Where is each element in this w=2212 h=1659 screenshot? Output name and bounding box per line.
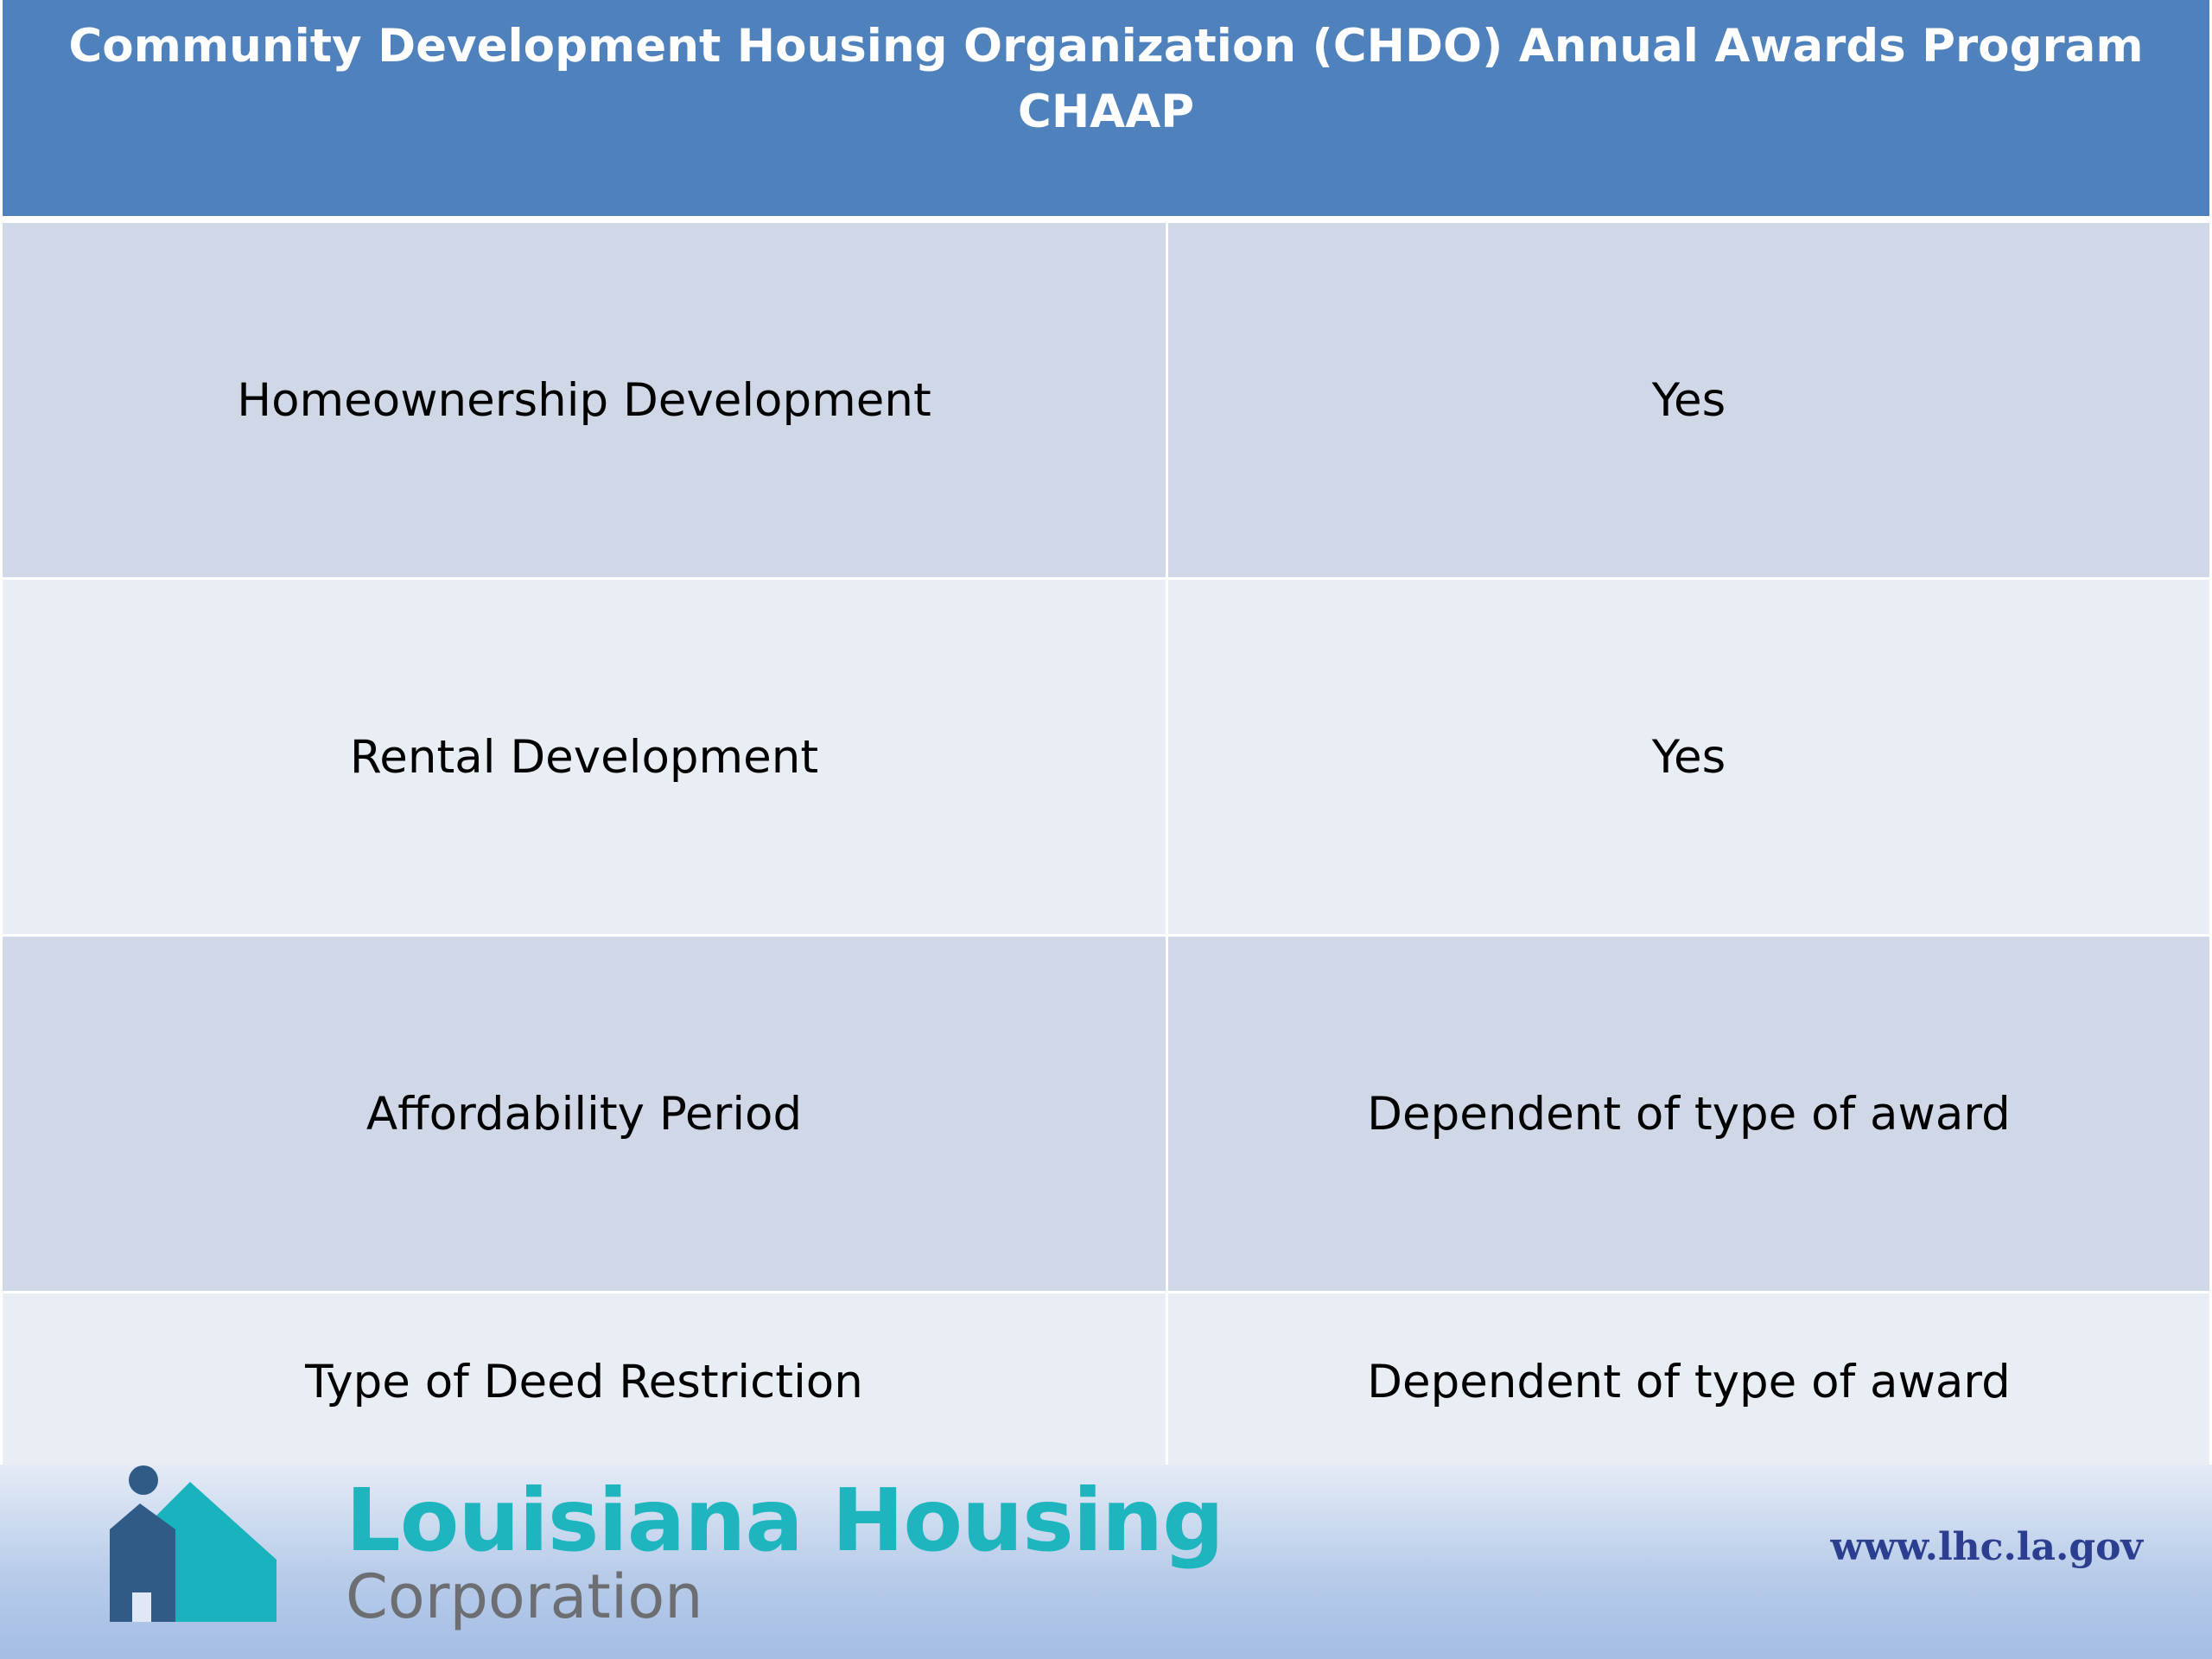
table-row: Affordability Period Dependent of type o… — [3, 937, 2209, 1294]
row-value: Yes — [1168, 580, 2209, 934]
header-banner: Community Development Housing Organizati… — [3, 0, 2209, 216]
website-link[interactable]: www.lhc.la.gov — [1830, 1525, 2143, 1569]
row-value: Dependent of type of award — [1168, 937, 2209, 1291]
row-label: Rental Development — [3, 580, 1168, 934]
row-value: Dependent of type of award — [1168, 1294, 2209, 1470]
table-row: Type of Deed Restriction Dependent of ty… — [3, 1294, 2209, 1472]
row-value: Yes — [1168, 223, 2209, 577]
table-row: Homeownership Development Yes — [3, 223, 2209, 580]
brand-subtitle: Corporation — [346, 1561, 703, 1632]
footer-banner: Louisiana Housing Corporation www.lhc.la… — [0, 1465, 2212, 1659]
brand-name: Louisiana Housing — [346, 1470, 1224, 1571]
table-row: Rental Development Yes — [3, 580, 2209, 937]
header-title-line1: Community Development Housing Organizati… — [68, 20, 2144, 73]
row-label: Type of Deed Restriction — [3, 1294, 1168, 1470]
program-table: Homeownership Development Yes Rental Dev… — [3, 223, 2209, 1472]
row-label: Homeownership Development — [3, 223, 1168, 577]
house-logo-icon — [110, 1465, 276, 1622]
header-title-line2: CHAAP — [1017, 86, 1195, 138]
row-label: Affordability Period — [3, 937, 1168, 1291]
